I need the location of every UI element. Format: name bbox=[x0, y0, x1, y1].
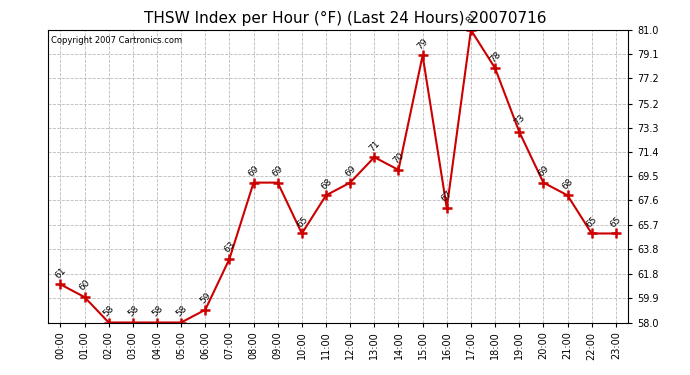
Text: 69: 69 bbox=[536, 164, 551, 178]
Text: 65: 65 bbox=[584, 215, 599, 229]
Text: 69: 69 bbox=[343, 164, 357, 178]
Text: 68: 68 bbox=[319, 177, 333, 191]
Text: 58: 58 bbox=[150, 304, 164, 318]
Text: 58: 58 bbox=[126, 304, 140, 318]
Text: 78: 78 bbox=[488, 50, 502, 64]
Text: 68: 68 bbox=[560, 177, 575, 191]
Text: 58: 58 bbox=[174, 304, 188, 318]
Text: 71: 71 bbox=[367, 138, 382, 153]
Text: 59: 59 bbox=[198, 291, 213, 306]
Text: 65: 65 bbox=[295, 215, 309, 229]
Text: 63: 63 bbox=[222, 240, 237, 255]
Text: 61: 61 bbox=[53, 266, 68, 280]
Text: 79: 79 bbox=[415, 37, 430, 51]
Text: Copyright 2007 Cartronics.com: Copyright 2007 Cartronics.com bbox=[51, 36, 182, 45]
Text: 58: 58 bbox=[101, 304, 116, 318]
Text: 73: 73 bbox=[512, 113, 526, 128]
Text: 67: 67 bbox=[440, 189, 454, 204]
Text: 69: 69 bbox=[270, 164, 285, 178]
Text: 65: 65 bbox=[609, 215, 623, 229]
Text: 69: 69 bbox=[246, 164, 261, 178]
Text: THSW Index per Hour (°F) (Last 24 Hours) 20070716: THSW Index per Hour (°F) (Last 24 Hours)… bbox=[144, 11, 546, 26]
Text: 70: 70 bbox=[391, 151, 406, 166]
Text: 60: 60 bbox=[77, 278, 92, 293]
Text: 81: 81 bbox=[464, 11, 478, 26]
